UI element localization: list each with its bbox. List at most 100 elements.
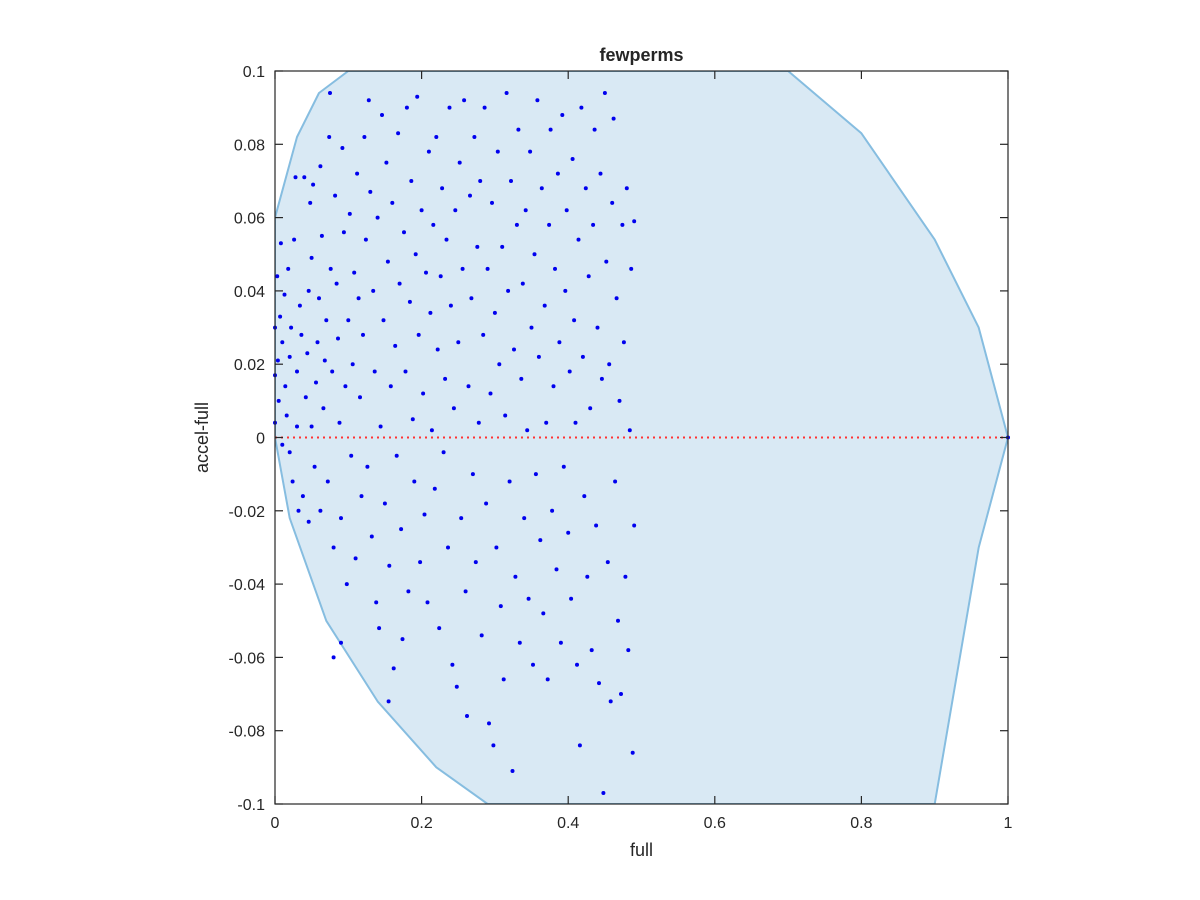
data-point — [614, 296, 619, 301]
data-point — [550, 508, 555, 513]
data-point — [385, 259, 390, 264]
data-point — [523, 208, 528, 213]
x-tick-label: 0.6 — [704, 815, 726, 832]
data-point — [632, 523, 637, 528]
data-point — [362, 135, 367, 139]
data-point — [605, 560, 610, 565]
data-point — [306, 519, 311, 524]
data-point — [324, 318, 329, 323]
data-point — [293, 175, 298, 180]
data-point — [572, 318, 577, 323]
data-point — [330, 369, 335, 374]
data-point — [536, 354, 541, 359]
data-point — [541, 611, 546, 616]
data-point — [621, 340, 626, 345]
data-point — [397, 281, 402, 286]
data-point — [460, 266, 465, 271]
data-point — [350, 362, 355, 367]
data-point — [318, 164, 323, 169]
data-point — [539, 186, 544, 191]
data-point — [526, 596, 531, 601]
data-point — [566, 530, 571, 535]
data-point — [356, 296, 361, 301]
data-point — [278, 314, 283, 319]
data-point — [629, 266, 634, 271]
data-point — [456, 340, 461, 345]
data-point — [522, 516, 527, 521]
data-point — [597, 681, 601, 686]
data-point — [592, 127, 597, 132]
data-point — [616, 618, 620, 623]
data-point — [558, 640, 563, 645]
data-point — [358, 395, 362, 400]
data-point — [599, 376, 604, 381]
data-point — [403, 369, 408, 374]
y-tick-label: -0.06 — [229, 650, 266, 667]
data-point — [510, 769, 515, 773]
data-point — [463, 589, 468, 594]
data-point — [331, 655, 336, 660]
data-point — [514, 222, 519, 227]
data-point — [466, 384, 471, 389]
data-point — [533, 472, 538, 477]
data-point — [425, 600, 430, 605]
data-point — [371, 288, 376, 293]
data-point — [553, 266, 557, 271]
data-point — [594, 523, 599, 528]
data-point — [308, 200, 313, 205]
data-point — [557, 340, 562, 345]
data-point — [632, 219, 637, 224]
data-point — [344, 582, 349, 587]
y-axis-label: accel-full — [192, 402, 212, 473]
data-point — [282, 292, 287, 297]
data-point — [303, 395, 308, 400]
data-point — [422, 512, 427, 517]
data-point — [588, 406, 593, 411]
data-point — [485, 266, 490, 271]
data-point — [404, 105, 409, 110]
data-point — [528, 149, 533, 154]
data-point — [428, 310, 433, 315]
data-point — [598, 171, 603, 176]
data-point — [544, 420, 549, 425]
data-point — [299, 332, 304, 337]
data-point — [468, 193, 472, 198]
data-point — [507, 479, 512, 484]
data-point — [311, 182, 316, 187]
y-tick-label: 0.1 — [243, 64, 265, 81]
data-point — [363, 237, 368, 242]
data-point — [623, 574, 628, 579]
data-point — [529, 325, 534, 330]
data-point — [341, 230, 346, 235]
data-point — [504, 91, 509, 95]
data-point — [579, 105, 584, 110]
plot-area — [273, 70, 1010, 805]
data-point — [601, 791, 606, 795]
y-tick-label: 0.06 — [234, 211, 265, 228]
data-point — [432, 486, 437, 491]
data-point — [602, 91, 607, 95]
data-point — [494, 545, 499, 550]
data-point — [355, 171, 360, 176]
x-tick-label: 1 — [1004, 815, 1013, 832]
data-point — [377, 626, 382, 631]
data-point — [359, 494, 364, 499]
data-point — [624, 186, 629, 191]
data-point — [382, 501, 387, 506]
data-point — [434, 135, 439, 139]
data-point — [457, 160, 462, 165]
data-point — [608, 699, 613, 704]
data-point — [346, 318, 351, 323]
data-point — [479, 633, 484, 638]
data-point — [478, 179, 483, 183]
data-point — [396, 131, 401, 136]
data-point — [472, 135, 477, 139]
data-point — [440, 186, 445, 191]
data-point — [500, 244, 505, 249]
data-point — [410, 417, 415, 422]
data-point — [365, 464, 370, 469]
data-point — [352, 270, 357, 275]
data-point — [407, 299, 412, 304]
data-point — [328, 266, 333, 271]
data-point — [551, 384, 556, 389]
